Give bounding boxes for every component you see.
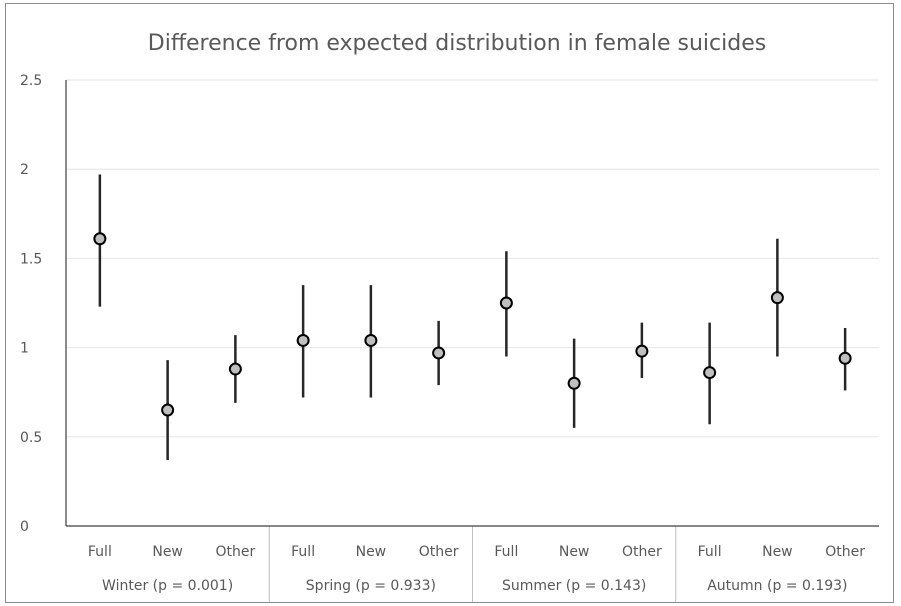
data-point [364, 333, 378, 347]
grid-lines [66, 79, 879, 438]
y-tick-label: 2 [20, 162, 29, 178]
data-point [93, 232, 107, 246]
data-point [432, 346, 446, 360]
data-point [499, 296, 513, 310]
chart-title: Difference from expected distribution in… [148, 31, 766, 56]
data-points [93, 232, 852, 417]
x-category-label: New [152, 544, 183, 560]
x-category-label: New [762, 544, 793, 560]
data-point [838, 351, 852, 365]
x-group-label: Summer (p = 0.143) [502, 578, 646, 594]
y-tick-label: 1.5 [20, 251, 42, 267]
x-category-label: Other [622, 544, 662, 560]
y-tick-label: 0 [20, 519, 29, 535]
y-tick-label: 1 [20, 341, 29, 357]
data-point [703, 366, 717, 380]
x-category-label: Full [494, 544, 518, 560]
y-tick-labels: 0 0.5 1 1.5 2 2.5 [20, 73, 42, 535]
x-category-labels: Full New Other Full New Other Full New Other Full… [88, 544, 865, 560]
x-group-labels: Winter (p = 0.001) Spring (p = 0.933) Summ… [102, 578, 847, 594]
x-group-label: Autumn (p = 0.193) [707, 578, 847, 594]
y-tick-label: 2.5 [20, 73, 42, 89]
group-separators [268, 526, 677, 602]
x-category-label: Full [291, 544, 315, 560]
y-tick-label: 0.5 [20, 430, 42, 446]
x-group-label: Spring (p = 0.933) [306, 578, 436, 594]
x-category-label: New [559, 544, 590, 560]
x-category-label: Other [825, 544, 865, 560]
x-category-label: Other [419, 544, 459, 560]
x-category-label: New [356, 544, 387, 560]
data-point [567, 376, 581, 390]
error-bars [98, 174, 847, 460]
data-point [228, 362, 242, 376]
chart-frame [5, 3, 894, 603]
data-point [770, 291, 784, 305]
x-category-label: Other [215, 544, 255, 560]
data-point [161, 403, 175, 417]
data-point [296, 333, 310, 347]
x-category-label: Full [698, 544, 722, 560]
data-point [635, 344, 649, 358]
x-category-label: Full [88, 544, 112, 560]
x-group-label: Winter (p = 0.001) [102, 578, 233, 594]
